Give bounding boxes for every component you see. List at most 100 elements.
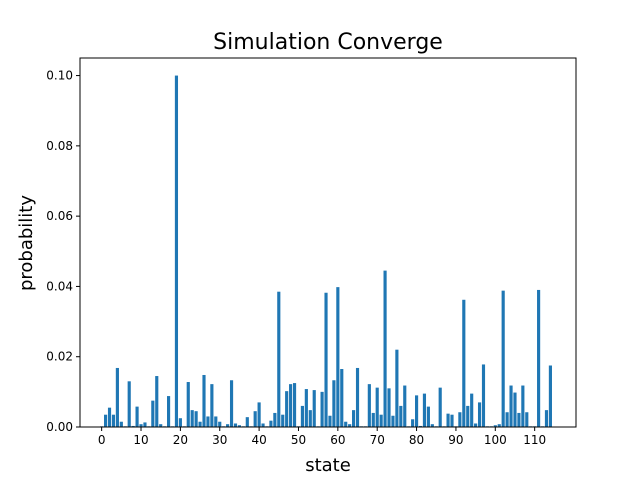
x-tick-label: 100 xyxy=(484,433,507,447)
bar xyxy=(387,388,391,427)
bar xyxy=(226,424,230,427)
bar xyxy=(131,425,135,427)
bar xyxy=(273,412,277,427)
bar xyxy=(285,391,289,427)
y-tick-label: 0.08 xyxy=(46,139,73,153)
bar xyxy=(186,382,190,427)
bar xyxy=(466,405,470,427)
bar xyxy=(312,390,316,427)
bar xyxy=(418,425,423,427)
bar xyxy=(210,384,214,427)
bar xyxy=(525,412,529,427)
bar xyxy=(174,75,179,427)
x-tick-label: 0 xyxy=(98,433,106,447)
bar xyxy=(446,413,450,427)
bar xyxy=(292,383,297,427)
bar xyxy=(253,411,257,427)
bar xyxy=(391,415,395,427)
bar xyxy=(332,380,336,427)
bar xyxy=(233,423,238,427)
bar xyxy=(139,424,143,427)
bar xyxy=(229,380,234,427)
x-tick-label: 30 xyxy=(212,433,227,447)
bar xyxy=(304,389,308,427)
bar xyxy=(277,291,281,427)
bar xyxy=(159,424,163,427)
bar xyxy=(111,414,116,427)
bar xyxy=(399,405,403,427)
bar xyxy=(379,414,383,427)
bar xyxy=(426,406,430,427)
bar xyxy=(544,410,549,427)
bar xyxy=(548,365,552,427)
bar xyxy=(261,423,265,427)
y-tick-label: 0.00 xyxy=(46,420,73,434)
bar xyxy=(281,414,285,427)
bar xyxy=(300,405,304,427)
bar xyxy=(477,402,482,427)
bar xyxy=(521,385,525,427)
bar xyxy=(194,411,198,427)
bar xyxy=(198,421,202,427)
bar xyxy=(320,391,324,427)
bar xyxy=(395,349,399,427)
bar xyxy=(355,367,360,427)
x-axis-label: state xyxy=(305,455,351,476)
bar xyxy=(430,424,434,427)
bar xyxy=(269,420,273,427)
x-tick-label: 60 xyxy=(330,433,345,447)
bars-group xyxy=(100,75,552,427)
bar xyxy=(422,393,427,427)
bar xyxy=(167,396,171,427)
bar xyxy=(218,421,222,427)
x-tick-label: 90 xyxy=(448,433,463,447)
bar xyxy=(517,412,521,427)
x-tick-label: 70 xyxy=(370,433,385,447)
y-tick-label: 0.10 xyxy=(46,69,73,83)
y-axis-label: probability xyxy=(16,195,37,291)
x-tick-label: 40 xyxy=(251,433,266,447)
y-tick-label: 0.06 xyxy=(46,209,73,223)
x-tick-label: 10 xyxy=(133,433,148,447)
bar xyxy=(119,421,123,427)
bar xyxy=(348,424,352,427)
bar xyxy=(383,270,387,427)
bar xyxy=(344,421,348,427)
bar xyxy=(289,384,293,427)
bar xyxy=(237,425,241,427)
plot-frame xyxy=(79,57,577,428)
bar xyxy=(509,385,513,427)
bar xyxy=(411,419,415,427)
bar xyxy=(493,425,497,427)
bar xyxy=(308,410,312,427)
bar xyxy=(245,417,249,427)
y-tick-label: 0.04 xyxy=(46,279,73,293)
bar xyxy=(190,410,194,427)
x-tick-label: 20 xyxy=(173,433,188,447)
bar xyxy=(135,406,139,427)
bar xyxy=(537,289,541,427)
bar xyxy=(336,287,340,427)
bar xyxy=(206,416,210,427)
y-axis-ticks: 0.00 0.02 0.04 0.06 0.08 0.10 xyxy=(46,69,80,434)
bar xyxy=(257,402,261,427)
bar xyxy=(497,424,501,427)
x-tick-label: 50 xyxy=(291,433,306,447)
bar xyxy=(371,412,375,427)
bar xyxy=(155,376,159,427)
bar xyxy=(143,422,147,427)
bar xyxy=(438,387,442,427)
bar xyxy=(474,423,478,427)
bar xyxy=(352,410,356,427)
x-tick-label: 80 xyxy=(409,433,424,447)
bar xyxy=(104,414,108,427)
y-tick-label: 0.02 xyxy=(46,350,73,364)
chart-title: Simulation Converge xyxy=(213,30,443,55)
bar xyxy=(403,385,407,427)
bar xyxy=(415,395,419,427)
bar xyxy=(501,290,505,427)
bar xyxy=(481,364,486,427)
x-tick-label: 110 xyxy=(523,433,546,447)
bar xyxy=(513,392,517,427)
